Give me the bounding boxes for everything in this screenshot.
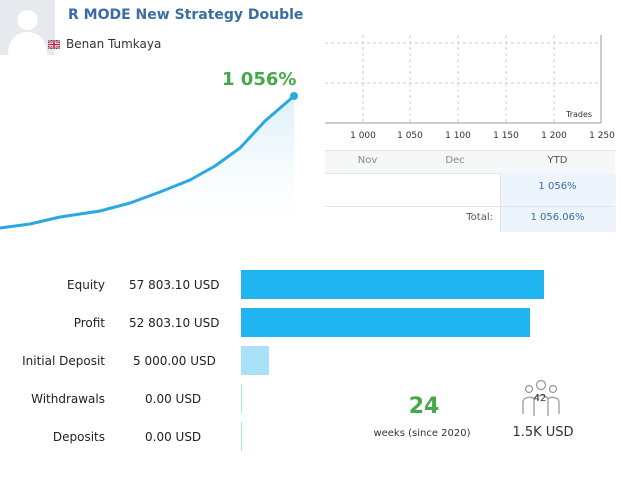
table-row: 1 056% (325, 173, 616, 207)
ytd-cell-bg (500, 173, 616, 206)
equity-value: 57 803.10 USD (129, 278, 220, 292)
growth-curve (0, 92, 298, 240)
author-line[interactable]: Benan Tumkaya (48, 37, 161, 51)
initial-deposit-label: Initial Deposit (22, 354, 105, 368)
profit-value: 52 803.10 USD (129, 316, 220, 330)
ytd-value[interactable]: 1 056% (538, 181, 577, 192)
profit-label: Profit (73, 316, 105, 330)
weeks-count: 24 (408, 394, 440, 419)
trades-x-tick: 1 050 (397, 131, 423, 141)
total-row: Total: 1 056.06% (325, 207, 616, 232)
growth-area (0, 96, 294, 240)
user-avatar-icon (8, 10, 47, 55)
trades-x-tick: 1 250 (589, 131, 615, 141)
total-label: Total: (466, 212, 493, 223)
equity-label: Equity (67, 278, 105, 292)
uk-flag-icon (48, 39, 60, 49)
trades-chart (325, 35, 602, 124)
weeks-label: weeks (since 2020) (373, 428, 471, 439)
deposits-value: 0.00 USD (145, 430, 202, 444)
column-dec[interactable]: Dec (445, 155, 465, 166)
total-value: 1 056.06% (530, 212, 585, 223)
withdrawals-label: Withdrawals (31, 392, 105, 406)
growth-value: 1 056% (222, 69, 297, 90)
equity-bar (241, 270, 544, 299)
growth-line (0, 94, 296, 230)
strategy-title[interactable]: R MODE New Strategy Double (68, 7, 304, 23)
initial-deposit-bar (241, 346, 269, 375)
table-header-row: Nov Dec YTD (325, 150, 615, 174)
column-ytd[interactable]: YTD (547, 155, 568, 166)
growth-end-point (290, 92, 298, 100)
trades-x-tick: 1 200 (541, 131, 567, 141)
profit-bar (241, 308, 530, 337)
column-nov[interactable]: Nov (357, 155, 378, 166)
trades-x-tick: 1 150 (493, 131, 519, 141)
trades-axis-label: Trades (566, 110, 593, 119)
subscribers-icon (522, 379, 560, 416)
deposits-label: Deposits (52, 430, 105, 444)
withdrawals-bar (241, 384, 242, 413)
total-cell-bg (500, 207, 616, 232)
subscribers-amount: 1.5K USD (512, 425, 574, 440)
trades-x-tick: 1 000 (350, 131, 376, 141)
author-name: Benan Tumkaya (66, 37, 162, 51)
subscribers-count: 42 (533, 393, 547, 404)
trades-x-tick: 1 100 (445, 131, 471, 141)
avatar[interactable] (0, 0, 55, 55)
deposits-bar (241, 422, 242, 451)
initial-deposit-value: 5 000.00 USD (133, 354, 216, 368)
withdrawals-value: 0.00 USD (145, 392, 202, 406)
